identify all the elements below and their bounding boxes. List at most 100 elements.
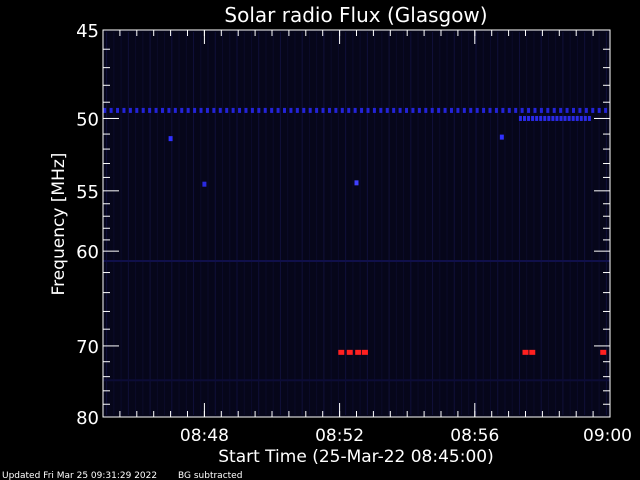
emission-band-mark [154,107,158,113]
emission-band-mark [347,107,351,113]
emission-band-mark [571,107,575,113]
chart-title: Solar radio Flux (Glasgow) [224,3,487,27]
emission-marks [103,107,608,355]
emission-band-mark [283,107,287,113]
emission-band-mark [527,115,531,121]
emission-band-mark [334,107,338,113]
x-tick-label: 08:56 [450,426,499,446]
footer-note: BG subtracted [178,471,242,480]
emission-band-mark [270,107,274,113]
emission-band-mark [353,107,357,113]
emission-band-mark [488,107,492,113]
emission-band-mark [116,107,120,113]
emission-band-mark [535,115,539,121]
emission-band-mark [567,115,571,121]
emission-band-mark [430,107,434,113]
emission-band-mark [531,115,535,121]
emission-band-mark [167,107,171,113]
blue-emission-spot [354,180,359,186]
radio-burst-mark [600,349,607,355]
emission-band-mark [128,107,132,113]
y-tick-label: 80 [76,408,99,429]
radio-burst-mark [338,349,345,355]
emission-band-mark [218,107,222,113]
emission-band-mark [250,107,254,113]
emission-band-mark [584,107,588,113]
x-tick-label: 09:00 [583,426,632,446]
emission-band-mark [295,107,299,113]
blue-emission-spot [202,181,207,187]
emission-band-mark [587,115,591,121]
emission-band-mark [405,107,409,113]
emission-band-mark [263,107,267,113]
emission-band-mark [141,107,145,113]
emission-band-mark [579,115,583,121]
emission-band-mark [514,107,518,113]
emission-band-mark [578,107,582,113]
emission-band-mark [289,107,293,113]
emission-band-mark [456,107,460,113]
emission-band-mark [552,107,556,113]
emission-band-mark [443,107,447,113]
radio-burst-mark [522,349,529,355]
emission-band-mark [193,107,197,113]
emission-band-mark [276,107,280,113]
emission-band-mark [597,107,601,113]
emission-band-mark [199,107,203,113]
emission-band-mark [559,115,563,121]
emission-band-mark [559,107,563,113]
emission-band-mark [186,107,190,113]
y-tick-label: 60 [76,242,99,263]
emission-band-mark [173,107,177,113]
radio-burst-mark [529,349,536,355]
y-tick-label: 45 [76,21,99,42]
emission-band-mark [315,107,319,113]
emission-band-mark [462,107,466,113]
emission-band-mark [225,107,229,113]
axis-ticks: 45 50 55 60 70 80 08:48 08:52 08:56 09:00 [76,21,632,446]
x-axis-label: Start Time (25-Mar-22 08:45:00) [218,447,493,467]
emission-band-mark [604,107,608,113]
emission-band-mark [543,115,547,121]
emission-band-mark [148,107,152,113]
y-tick-label: 50 [76,109,99,130]
emission-band-mark [527,107,531,113]
emission-band-mark [469,107,473,113]
emission-band-mark [501,107,505,113]
x-tick-label: 08:48 [180,426,229,446]
y-tick-label: 70 [76,337,99,358]
emission-band-mark [539,107,543,113]
emission-band-mark [302,107,306,113]
footer-updated: Updated Fri Mar 25 09:31:29 2022 [2,471,157,480]
emission-band-mark [231,107,235,113]
emission-band-mark [411,107,415,113]
emission-band-mark [103,107,107,113]
emission-band-mark [555,115,559,121]
emission-band-mark [385,107,389,113]
emission-band-mark [122,107,126,113]
emission-band-mark [449,107,453,113]
emission-band-mark [591,107,595,113]
emission-band-mark [392,107,396,113]
y-axis-label: Frequency [MHz] [49,153,69,296]
emission-band-mark [507,107,511,113]
emission-band-mark [475,107,479,113]
emission-band-mark [565,107,569,113]
emission-band-mark [547,115,551,121]
emission-band-mark [340,107,344,113]
emission-band-mark [518,115,522,121]
emission-band-mark [212,107,216,113]
emission-band-mark [160,107,164,113]
emission-band-mark [494,107,498,113]
radio-burst-mark [346,349,353,355]
emission-band-mark [398,107,402,113]
emission-band-mark [583,115,587,121]
blue-emission-spot [168,136,173,142]
emission-band-mark [522,115,526,121]
blue-emission-spot [499,134,504,140]
emission-band-mark [327,107,331,113]
emission-band-mark [437,107,441,113]
emission-band-mark [379,107,383,113]
emission-band-mark [520,107,524,113]
